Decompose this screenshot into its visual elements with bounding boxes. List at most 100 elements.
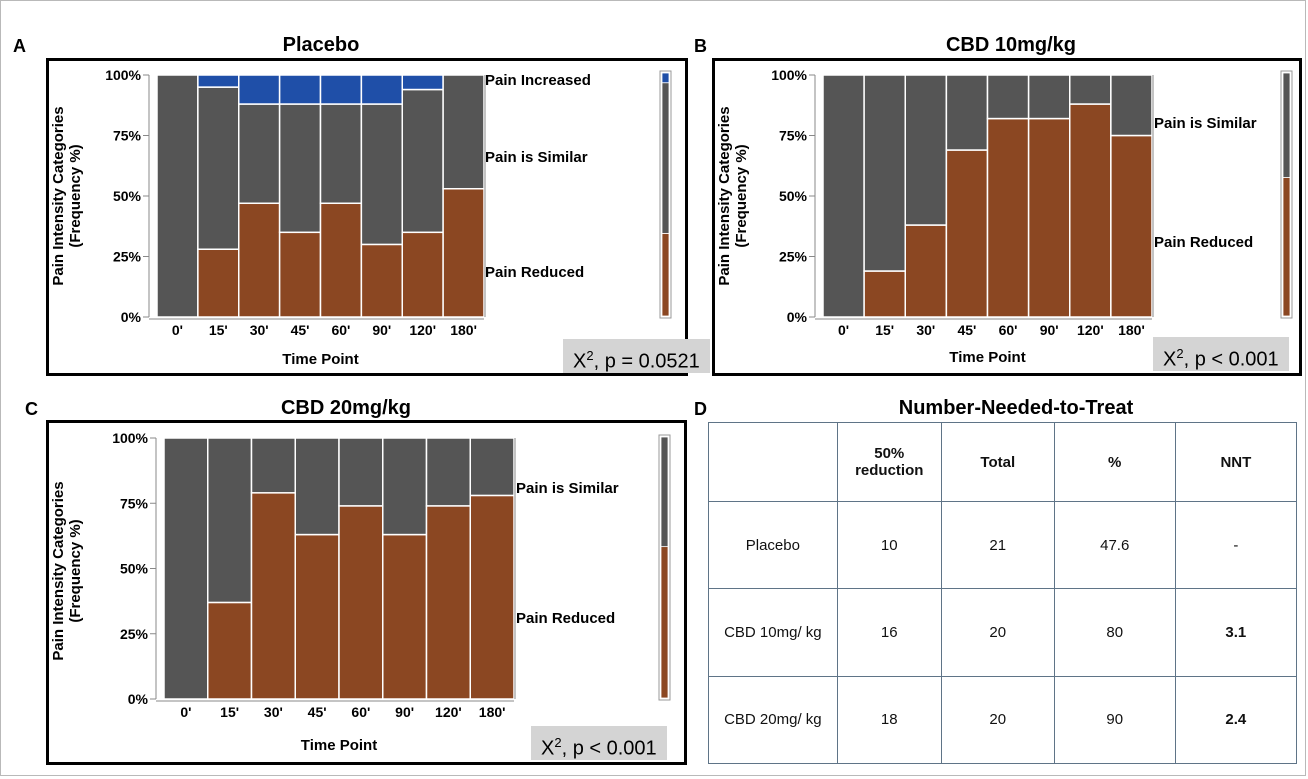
panel-letter-b: B — [694, 36, 707, 56]
x-tick-label: 30' — [916, 322, 935, 338]
bar-segment-pain-is-similar — [904, 74, 948, 226]
bar-segment-pain-is-similar — [278, 103, 322, 234]
y-tick-label: 25% — [779, 249, 808, 265]
nnt-cell: - — [1174, 500, 1298, 590]
x-tick-label: 15' — [875, 322, 894, 338]
nnt-cell: 47.6 — [1053, 500, 1176, 590]
category-label: Pain is Similar — [516, 480, 619, 497]
bar-segment-pain-reduced — [319, 202, 363, 318]
overall-bar-segment-pain-is-similar — [660, 436, 669, 548]
panel-letter-d: D — [694, 399, 707, 419]
x-tick-label: 60' — [999, 322, 1018, 338]
category-label: Pain Reduced — [485, 264, 584, 281]
x-axis-title: Time Point — [301, 737, 377, 754]
bar-segment-pain-reduced — [1069, 103, 1112, 318]
overall-bar-segment-pain-reduced — [660, 546, 669, 699]
bar-segment-pain-is-similar — [469, 437, 515, 497]
category-label: Pain is Similar — [1154, 115, 1257, 132]
x-tick-label: 45' — [957, 322, 976, 338]
bar-segment-pain-is-similar — [163, 437, 209, 700]
nnt-cell: 2.4 — [1174, 675, 1298, 765]
bar-segment-pain-is-similar — [207, 437, 253, 604]
x-tick-label: 30' — [250, 322, 269, 338]
y-tick-label: 25% — [113, 249, 142, 265]
y-tick-label: 50% — [120, 561, 149, 577]
y-tick-label: 25% — [120, 626, 149, 642]
bar-segment-pain-is-similar — [863, 74, 906, 272]
y-axis-title-line: Pain Intensity Categories — [50, 106, 67, 285]
bar-segment-pain-reduced — [945, 149, 989, 318]
y-axis-title-line: Pain Intensity Categories — [716, 106, 733, 285]
overall-bar-segment-pain-increased — [661, 72, 670, 84]
panel-title-d: Number-Needed-to-Treat — [898, 397, 1134, 419]
nnt-header-cell — [708, 422, 838, 502]
y-axis-title-line: (Frequency %) — [67, 519, 84, 622]
chi-square-annotation-c: X2, p < 0.001 — [531, 726, 667, 760]
bar-segment-pain-is-similar — [338, 437, 384, 507]
nnt-cell: 3.1 — [1174, 588, 1298, 677]
nnt-cell: 90 — [1053, 675, 1176, 765]
y-axis-title: Pain Intensity Categories(Frequency %) — [50, 106, 84, 285]
x-tick-label: 90' — [372, 322, 391, 338]
bar-segment-pain-is-similar — [250, 437, 296, 494]
nnt-header-cell: NNT — [1174, 422, 1298, 502]
category-label: Pain Reduced — [1154, 234, 1253, 251]
bar-segment-pain-reduced — [338, 505, 384, 700]
nnt-header-row: 50% reduction Total% NNT — [708, 422, 1298, 502]
panel-frame-a — [46, 58, 688, 376]
bar-segment-pain-reduced — [294, 533, 340, 700]
overall-bar-segment-pain-is-similar — [1282, 72, 1291, 178]
x-tick-label: 180' — [479, 704, 506, 720]
bar-segment-pain-is-similar — [401, 88, 444, 234]
y-axis-title-line: (Frequency %) — [67, 144, 84, 247]
bar-segment-pain-reduced — [986, 117, 1030, 318]
y-tick-label: 75% — [113, 128, 142, 144]
y-axis-title-line: (Frequency %) — [733, 144, 750, 247]
bar-segment-pain-is-similar — [986, 74, 1030, 120]
bar-segment-pain-is-similar — [382, 437, 428, 536]
x-axis-title: Time Point — [282, 351, 358, 368]
nnt-cell: 20 — [940, 588, 1055, 677]
x-tick-label: 180' — [450, 322, 477, 338]
y-axis-title: Pain Intensity Categories(Frequency %) — [716, 106, 750, 285]
bar-segment-pain-reduced — [442, 187, 485, 318]
bar-segment-pain-reduced — [207, 601, 253, 700]
y-tick-label: 0% — [128, 691, 149, 707]
category-label: Pain Increased — [485, 72, 591, 89]
chi-square-annotation-b: X2, p < 0.001 — [1153, 337, 1289, 371]
panel-title-c: CBD 20mg/kg — [280, 397, 412, 419]
bar-segment-pain-reduced — [401, 231, 444, 318]
x-tick-label: 60' — [331, 322, 350, 338]
nnt-cell: CBD 20mg/ kg — [708, 675, 838, 765]
y-tick-label: 50% — [779, 188, 808, 204]
nnt-cell: 80 — [1053, 588, 1176, 677]
y-tick-label: 75% — [779, 128, 808, 144]
bar-segment-pain-reduced — [250, 492, 296, 700]
x-tick-label: 30' — [264, 704, 283, 720]
nnt-header-cell: % — [1053, 422, 1176, 502]
category-label: Pain Reduced — [516, 610, 615, 627]
nnt-cell: 16 — [836, 588, 942, 677]
x-tick-label: 45' — [291, 322, 310, 338]
x-tick-label: 15' — [209, 322, 228, 338]
x-axis-title: Time Point — [949, 349, 1025, 366]
x-tick-label: 60' — [351, 704, 370, 720]
category-label: Pain is Similar — [485, 149, 588, 166]
chi-square-annotation-a: X2, p = 0.0521 — [563, 339, 710, 373]
bar-segment-pain-is-similar — [425, 437, 471, 507]
nnt-cell: Placebo — [708, 500, 838, 590]
bar-segment-pain-is-similar — [294, 437, 340, 536]
y-axis-title: Pain Intensity Categories(Frequency %) — [50, 481, 84, 660]
y-tick-label: 0% — [787, 309, 808, 325]
bar-segment-pain-is-similar — [442, 74, 485, 190]
nnt-header-cell: 50% reduction — [836, 422, 942, 502]
y-axis-title-line: Pain Intensity Categories — [50, 481, 67, 660]
nnt-row: Placebo 10 21 47.6- — [708, 500, 1298, 590]
nnt-header-cell: Total — [940, 422, 1055, 502]
panel-letter-a: A — [13, 36, 26, 56]
bar-segment-pain-is-similar — [1110, 74, 1153, 137]
bar-segment-pain-reduced — [1110, 134, 1153, 318]
